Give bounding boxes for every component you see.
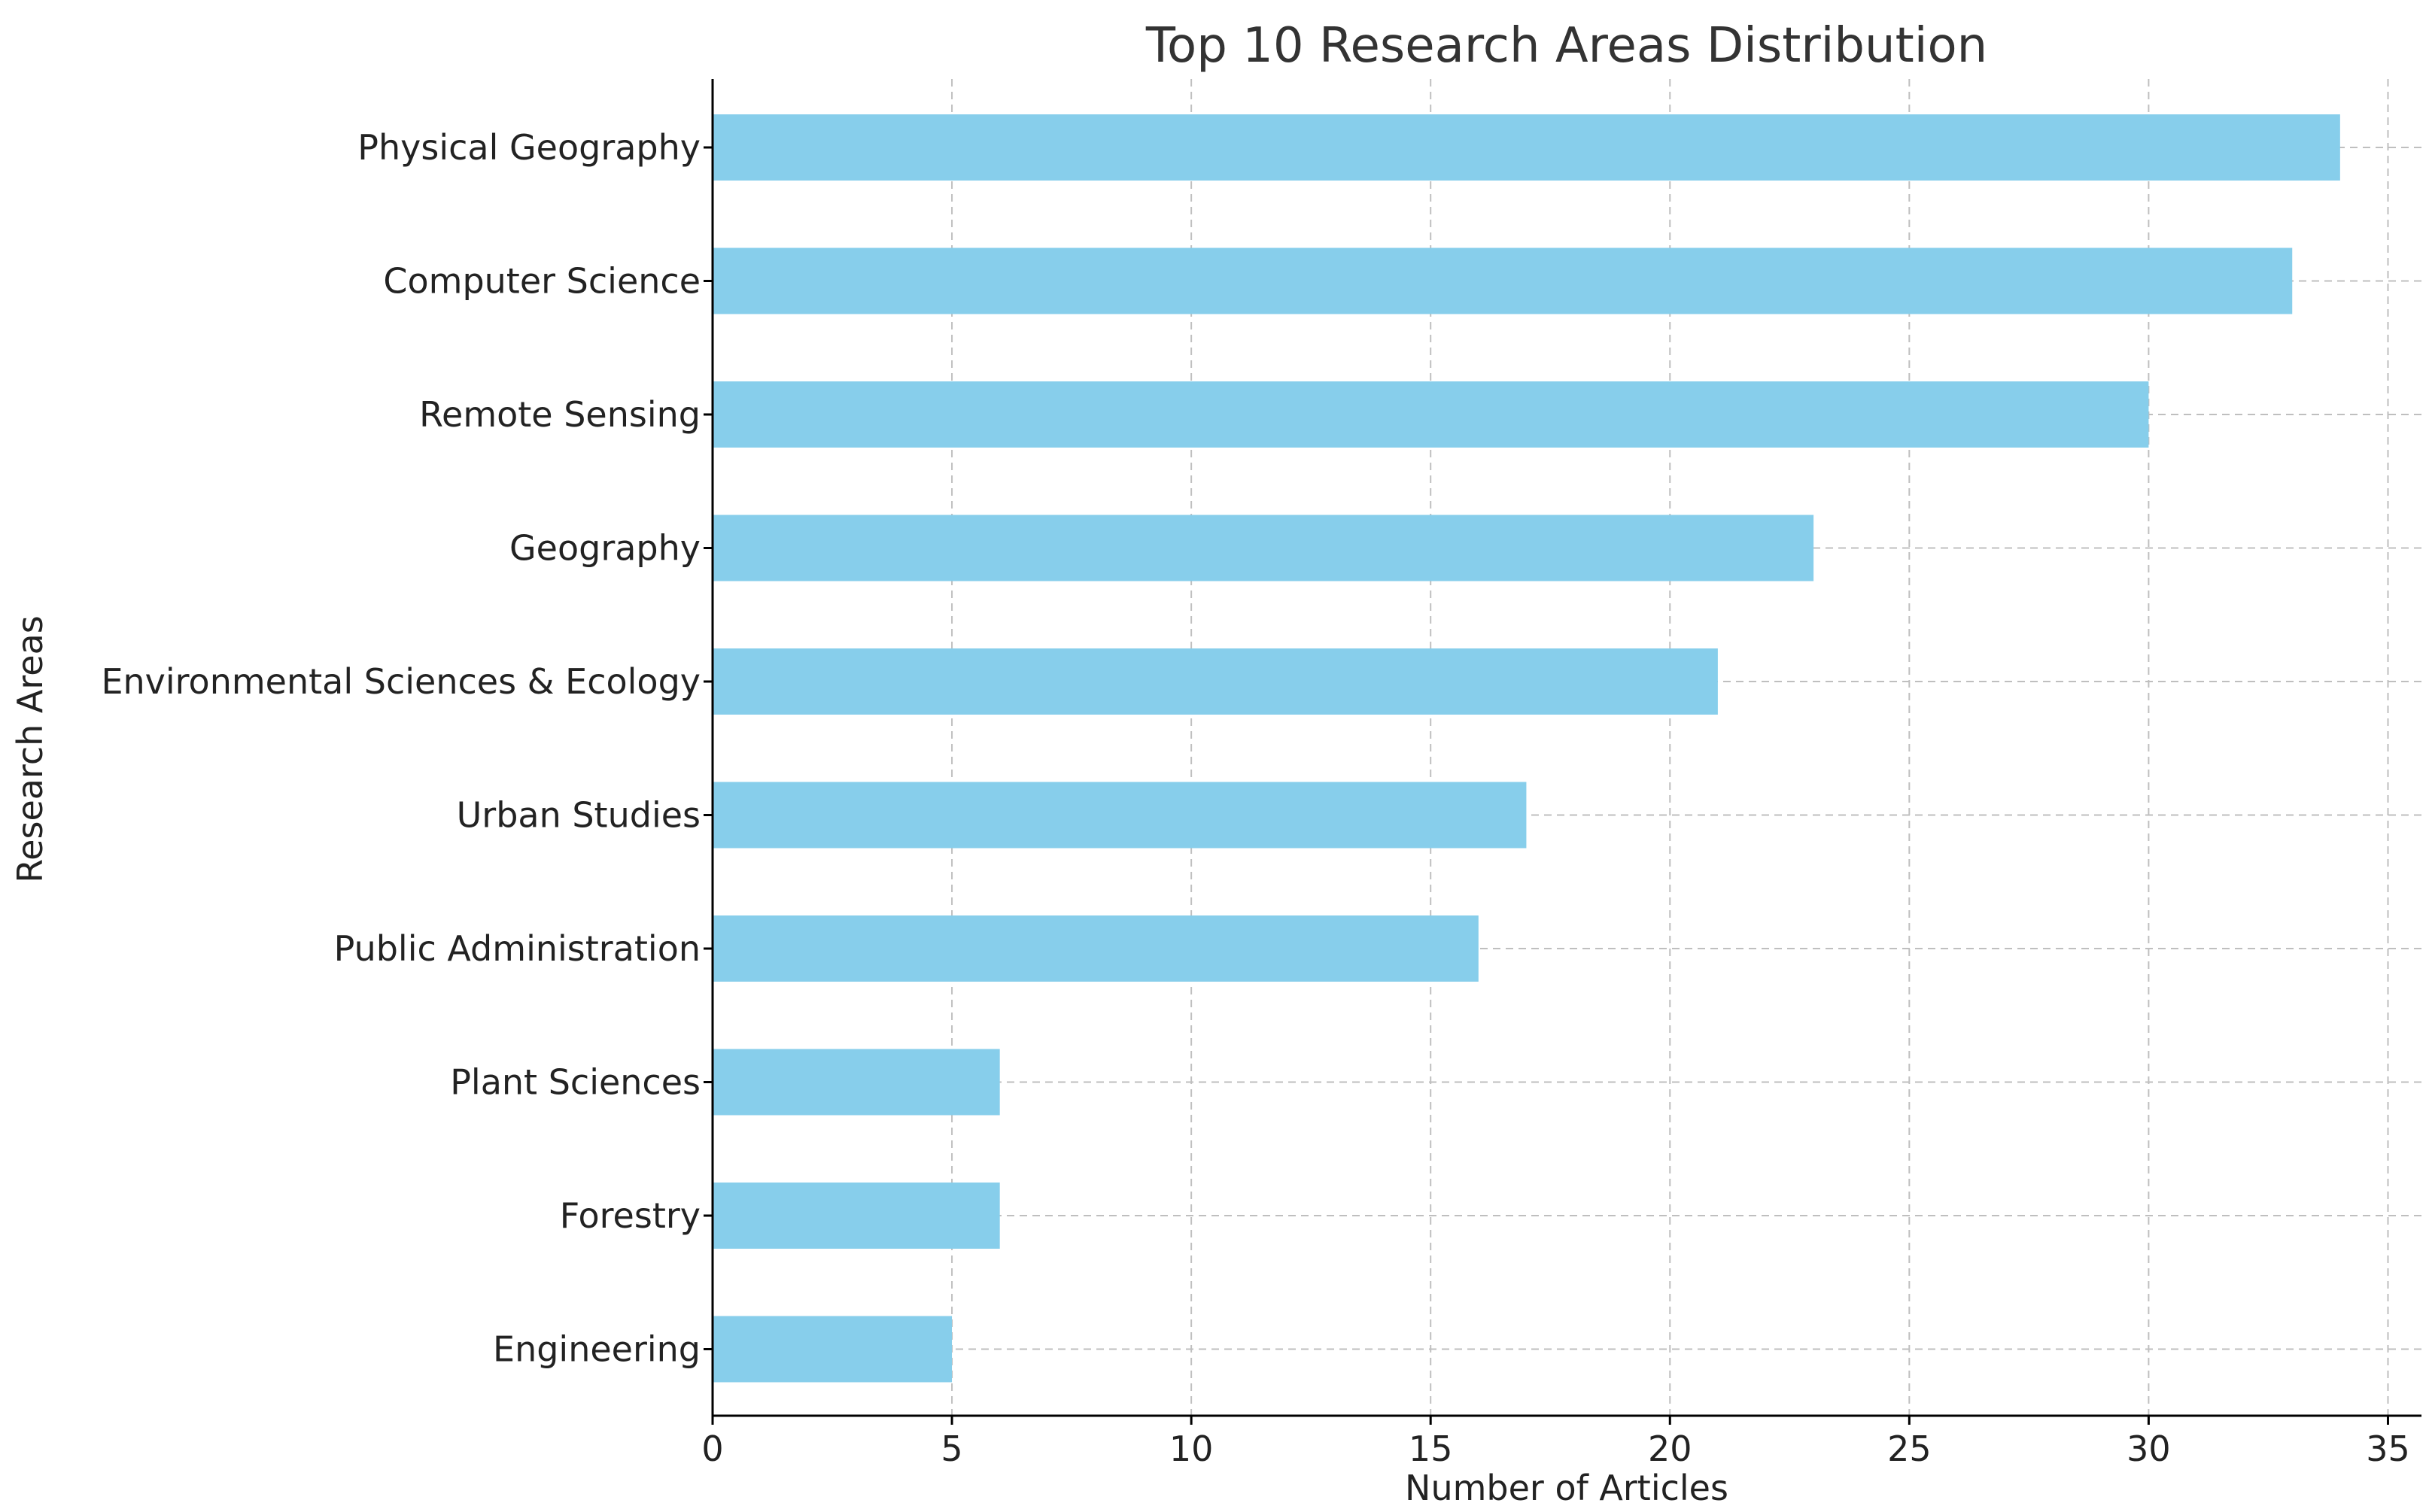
axes [711,79,2421,1417]
y-tick-label: Remote Sensing [419,394,701,435]
y-tick-label: Physical Geography [357,127,701,168]
y-tick-label: Urban Studies [457,795,701,836]
x-tick-label: 20 [1648,1429,1692,1469]
x-tick-label: 25 [1887,1429,1932,1469]
x-axis-label: Number of Articles [1405,1468,1728,1508]
bar-forestry [713,1183,1000,1249]
y-tick-label: Environmental Sciences & Ecology [101,661,701,702]
y-axis-label: Research Areas [10,615,50,882]
y-tick-label: Computer Science [383,261,701,302]
x-tick-label: 5 [941,1429,962,1469]
y-tick-label: Geography [509,528,701,569]
y-tick-label: Engineering [493,1329,701,1370]
bar-physical-geography [713,114,2340,181]
x-tick-label: 0 [701,1429,723,1469]
bar-geography [713,515,1814,581]
bar-engineering [713,1316,953,1383]
y-tick-label: Forestry [560,1195,701,1236]
y-tick-label: Public Administration [334,928,701,969]
chart-title: Top 10 Research Areas Distribution [1145,18,1987,74]
x-tick-label: 10 [1169,1429,1214,1469]
bar-plant-sciences [713,1049,1000,1116]
x-tick-label: 35 [2366,1429,2410,1469]
x-tick-label: 15 [1409,1429,1453,1469]
bar-environmental-sciences-ecology [713,648,1718,715]
bar-computer-science [713,247,2293,314]
bars [713,114,2340,1383]
ticks: 0 5 10 15 20 25 30 35 Physical Geography Computer… [101,127,2409,1469]
bar-public-administration [713,915,1479,982]
bar-remote-sensing [713,381,2149,448]
bar-urban-studies [713,782,1527,849]
y-tick-label: Plant Sciences [450,1062,701,1103]
x-tick-label: 30 [2127,1429,2171,1469]
